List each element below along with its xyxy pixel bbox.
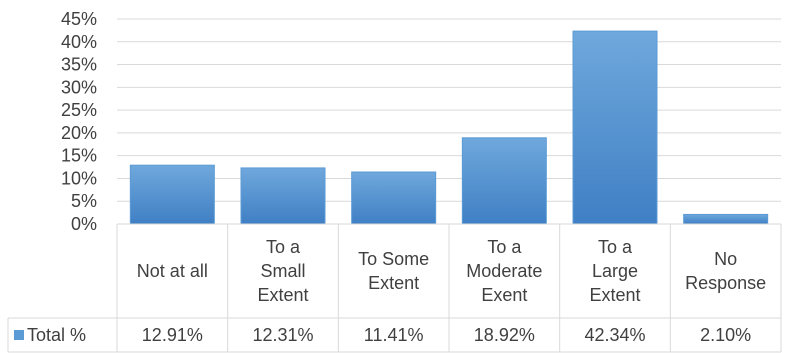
- category-label: To Some: [358, 249, 429, 269]
- category-label: No: [714, 249, 737, 269]
- y-tick-label: 5%: [71, 191, 97, 211]
- y-tick-label: 20%: [61, 123, 97, 143]
- category-label: To a: [487, 237, 522, 257]
- bar: [683, 213, 769, 225]
- y-tick-label: 10%: [61, 168, 97, 188]
- value-label: 11.41%: [364, 325, 424, 345]
- value-label: 12.91%: [142, 325, 203, 345]
- bars: [129, 30, 769, 225]
- y-tick-label: 40%: [61, 32, 97, 52]
- y-tick-label: 15%: [61, 146, 97, 166]
- data-table: Not at all To a Small Extent To Some Extent To…: [7, 223, 782, 353]
- category-label: Extent: [257, 285, 308, 305]
- series-name: Total %: [27, 325, 86, 345]
- category-label: Exent: [481, 285, 527, 305]
- y-tick-label: 45%: [61, 9, 97, 29]
- category-label: Extent: [589, 285, 640, 305]
- bar: [572, 30, 658, 225]
- bar: [351, 171, 437, 225]
- bar: [461, 137, 547, 225]
- y-tick-label: 25%: [61, 100, 97, 120]
- y-axis: 0% 5% 10%15% 20% 25% 30%35% 40% 45%: [61, 9, 97, 234]
- value-label: 12.31%: [252, 325, 313, 345]
- category-label: Extent: [368, 273, 419, 293]
- category-label: Response: [685, 273, 766, 293]
- category-label: To a: [266, 237, 301, 257]
- value-label: 42.34%: [584, 325, 645, 345]
- bar: [240, 167, 326, 225]
- category-label: Moderate: [466, 261, 542, 281]
- y-tick-label: 35%: [61, 55, 97, 75]
- y-tick-label: 0%: [71, 214, 97, 234]
- value-label: 18.92%: [474, 325, 535, 345]
- category-label: Not at all: [137, 261, 208, 281]
- category-label: To a: [598, 237, 633, 257]
- y-tick-label: 30%: [61, 77, 97, 97]
- value-label: 2.10%: [700, 325, 751, 345]
- category-label: Small: [260, 261, 305, 281]
- gridlines: [117, 18, 781, 202]
- bar: [129, 164, 215, 225]
- legend-key: [14, 330, 24, 340]
- category-label: Large: [592, 261, 638, 281]
